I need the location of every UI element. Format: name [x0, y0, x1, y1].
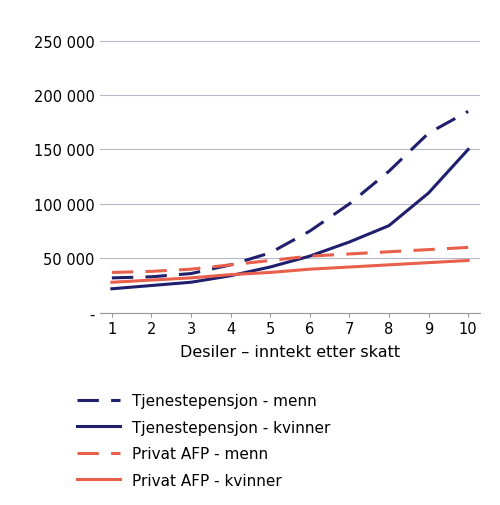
Legend: Tjenestepensjon - menn, Tjenestepensjon - kvinner, Privat AFP - menn, Privat AFP: Tjenestepensjon - menn, Tjenestepensjon … — [72, 389, 335, 492]
X-axis label: Desiler – inntekt etter skatt: Desiler – inntekt etter skatt — [180, 345, 400, 360]
